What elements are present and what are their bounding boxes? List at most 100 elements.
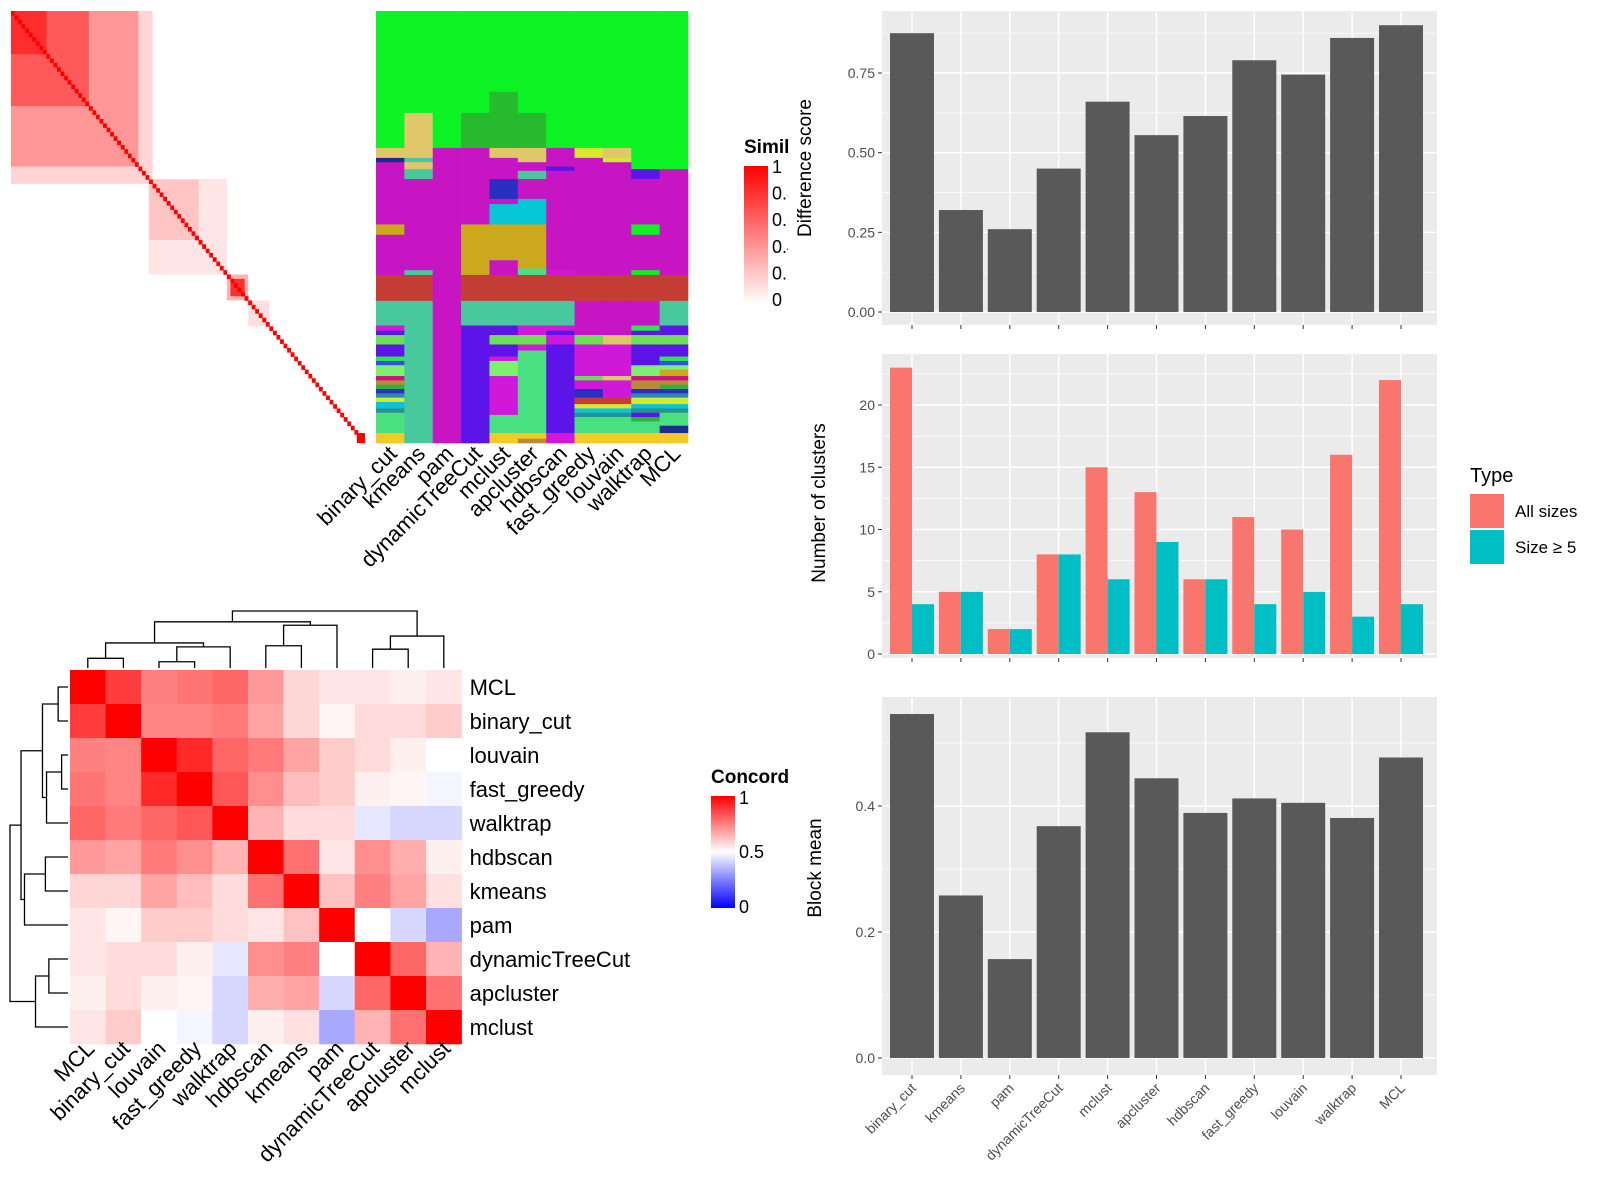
bar-dynamicTreeCut: [1036, 168, 1081, 312]
concordance-cell: [105, 670, 142, 705]
membership-cell-MCL: [659, 300, 689, 326]
membership-cell-binary_cut: [376, 335, 405, 345]
concordance-cell: [426, 840, 462, 875]
similarity-diagonal-cell: [343, 417, 348, 422]
similarity-diagonal-cell: [99, 119, 104, 124]
membership-cell-apcluster: [517, 274, 547, 302]
similarity-diagonal-cell: [290, 352, 295, 357]
membership-cell-binary_cut: [376, 408, 405, 414]
concordance-cell: [176, 738, 213, 773]
bar-size-ge5-pam: [1009, 629, 1032, 654]
membership-cell-apcluster: [517, 170, 547, 180]
similarity-diagonal-cell: [81, 97, 86, 103]
bar-size-ge5-mclust: [1107, 579, 1130, 654]
bar-size-ge5-louvain: [1303, 591, 1326, 654]
similarity-diagonal-cell: [350, 425, 355, 431]
bar-hdbscan: [1183, 812, 1228, 1058]
membership-cell-walktrap: [631, 393, 660, 398]
similarity-diagonal-cell: [170, 205, 175, 211]
membership-cell-louvain: [602, 344, 632, 377]
bar-mclust: [1085, 101, 1130, 313]
concordance-cell: [70, 670, 106, 705]
concordance-cell: [354, 1010, 391, 1045]
membership-cell-binary_cut: [376, 157, 405, 163]
concordance-heatmap: MCLMCLbinary_cutbinary_cutlouvainlouvain…: [45, 670, 630, 1167]
membership-cell-fast_greedy: [574, 404, 604, 409]
dendrogram-link: [60, 754, 68, 790]
membership-cell-dynamicTreeCut: [461, 11, 490, 114]
concordance-cell: [212, 670, 249, 705]
concordance-cell: [248, 976, 284, 1011]
similarity-legend: Similarity 1 0.8 0.6 0.4 0.2 0: [744, 137, 797, 310]
concordance-cell: [212, 738, 249, 773]
concordance-cell: [283, 942, 320, 977]
membership-cell-pam: [432, 147, 462, 444]
membership-cell-kmeans: [404, 162, 434, 170]
dendrogram-link: [265, 645, 303, 668]
membership-cell-binary_cut: [376, 380, 405, 385]
similarity-diagonal-cell: [145, 175, 150, 180]
similarity-diagonal-cell: [28, 32, 33, 38]
concordance-cell: [70, 806, 106, 841]
membership-cell-MCL: [659, 433, 689, 444]
concordance-cell: [70, 704, 106, 739]
similarity-diagonal-cell: [138, 166, 143, 172]
membership-cell-apcluster: [517, 147, 547, 163]
membership-cell-mclust: [489, 11, 519, 93]
similarity-diagonal-cell: [120, 144, 125, 150]
similarity-legend-tick: 0.6: [772, 210, 797, 230]
concordance-cell: [319, 670, 356, 705]
concordance-cell: [141, 976, 178, 1011]
dendrogram-link: [389, 635, 445, 668]
concordance-row-label: pam: [470, 913, 513, 938]
concordance-cell: [212, 908, 249, 943]
membership-column-labels: binary_cutkmeanspamdynamicTreeCutmclusta…: [312, 441, 685, 572]
concordance-cell: [319, 942, 356, 977]
similarity-diagonal-cell: [103, 123, 107, 128]
concordance-row-label: hdbscan: [470, 845, 553, 870]
concordance-cell: [283, 772, 320, 807]
bar-fast_greedy: [1232, 60, 1277, 313]
membership-cell-walktrap: [631, 11, 660, 170]
concordance-row-label: louvain: [470, 743, 540, 768]
bar-all-sizes-fast_greedy: [1232, 517, 1255, 654]
type-legend: Type All sizes Size ≥ 5: [1470, 465, 1577, 564]
concordance-row-label: dynamicTreeCut: [470, 947, 631, 972]
membership-cell-louvain: [602, 335, 632, 345]
concordance-cell: [426, 806, 462, 841]
concordance-cell: [354, 840, 391, 875]
similarity-diagonal-cell: [202, 244, 206, 249]
similarity-legend-tick: 0.4: [772, 237, 797, 257]
x-tick-label: kmeans: [922, 1080, 968, 1126]
concordance-cell: [176, 670, 213, 705]
dendrogram-link: [87, 657, 125, 668]
similarity-diagonal-cell: [301, 365, 306, 370]
membership-cell-mclust: [489, 204, 519, 225]
membership-cell-binary_cut: [376, 360, 405, 366]
bar-louvain: [1281, 74, 1326, 313]
membership-cell-pam: [432, 11, 462, 149]
similarity-diagonal-cell: [212, 257, 217, 262]
concordance-cell: [70, 908, 106, 943]
membership-cell-mclust: [489, 274, 519, 302]
similarity-diagonal-cell: [340, 412, 345, 418]
concordance-cell: [248, 772, 284, 807]
similarity-diagonal-cell: [333, 404, 337, 409]
concordance-cell: [141, 942, 178, 977]
y-tick-label: 0.00: [848, 304, 875, 320]
membership-cell-mclust: [489, 179, 519, 200]
concordance-cell: [319, 976, 356, 1011]
concordance-cell: [390, 840, 427, 875]
dendrogram-link: [48, 958, 68, 994]
membership-cell-walktrap: [631, 380, 660, 390]
y-tick-label: 0.25: [848, 224, 875, 240]
concordance-cell: [70, 1010, 106, 1045]
membership-cell-fast_greedy: [574, 380, 604, 390]
membership-cell-kmeans: [404, 300, 434, 444]
membership-cell-apcluster: [517, 224, 547, 269]
membership-cell-mclust: [489, 300, 519, 326]
concordance-cell: [141, 874, 178, 909]
bar-size-ge5-binary_cut: [912, 604, 934, 654]
membership-cell-MCL: [659, 376, 689, 381]
legend-label-all-sizes: All sizes: [1515, 502, 1577, 521]
